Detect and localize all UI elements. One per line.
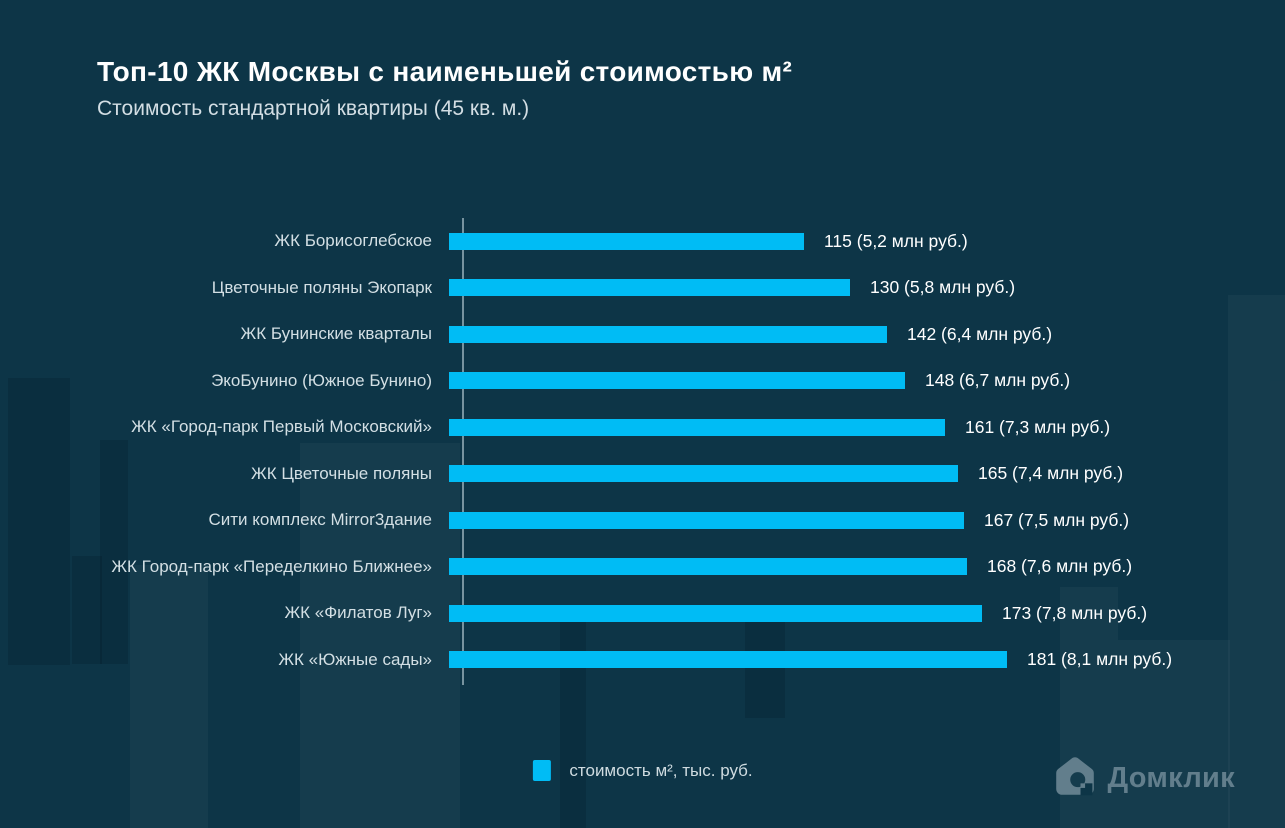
chart-header: Топ-10 ЖК Москвы с наименьшей стоимостью… — [97, 56, 792, 121]
category-label: Сити комплекс Mirror3дание — [208, 510, 432, 530]
bar — [449, 465, 958, 483]
domclick-house-icon — [1053, 754, 1097, 803]
category-label: ЖК Город-парк «Переделкино Ближнее» — [111, 556, 432, 576]
chart-row: Цветочные поляны Экопарк 130 (5,8 млн руб… — [42, 265, 1250, 312]
value-label: 168 (7,6 млн руб.) — [987, 556, 1133, 577]
category-label: ЖК «Южные сады» — [278, 649, 432, 669]
chart-row: ЭкоБунино (Южное Бунино) 148 (6,7 млн руб… — [42, 358, 1250, 405]
bar-area: 148 (6,7 млн руб.) — [449, 370, 1070, 391]
value-label: 173 (7,8 млн руб.) — [1002, 602, 1148, 623]
brand-logo: Домклик — [1053, 754, 1235, 803]
bar — [449, 232, 804, 250]
background-skyline-block — [100, 440, 128, 664]
bar — [449, 418, 945, 436]
category-label: ЖК Борисоглебское — [274, 231, 432, 251]
category-label: ЖК «Город-парк Первый Московский» — [131, 417, 432, 437]
bar-area: 142 (6,4 млн руб.) — [449, 324, 1052, 345]
value-label: 130 (5,8 млн руб.) — [870, 277, 1016, 298]
category-label: ЭкоБунино (Южное Бунино) — [211, 370, 432, 390]
legend-label: стоимость м², тыс. руб. — [569, 760, 753, 780]
value-label: 161 (7,3 млн руб.) — [965, 416, 1111, 437]
value-label: 181 (8,1 млн руб.) — [1027, 649, 1173, 670]
bar — [449, 558, 967, 576]
category-label: ЖК Бунинские кварталы — [240, 324, 433, 344]
legend-swatch-icon — [532, 760, 551, 781]
bar — [449, 372, 905, 390]
chart-row: ЖК Бунинские кварталы 142 (6,4 млн руб.) — [42, 311, 1250, 358]
background-skyline-block — [8, 378, 70, 665]
value-label: 167 (7,5 млн руб.) — [984, 509, 1130, 530]
bar-area: 130 (5,8 млн руб.) — [449, 277, 1015, 298]
chart-row: ЖК Цветочные поляны 165 (7,4 млн руб.) — [42, 451, 1250, 498]
chart-row: ЖК «Южные сады» 181 (8,1 млн руб.) — [42, 637, 1250, 684]
bar — [449, 325, 887, 343]
background-skyline-block — [72, 556, 102, 664]
chart-row: ЖК «Город-парк Первый Московский» 161 (7,… — [42, 404, 1250, 451]
bar — [449, 651, 1007, 669]
chart-legend: стоимость м², тыс. руб. — [532, 760, 753, 781]
bar — [449, 604, 982, 622]
chart-rows: ЖК Борисоглебское 115 (5,2 млн руб.) Цвето… — [111, 218, 1250, 685]
bar-area: 181 (8,1 млн руб.) — [449, 649, 1172, 670]
bar-chart: ЖК Борисоглебское 115 (5,2 млн руб.) Цвето… — [40, 218, 1250, 685]
bar-area: 165 (7,4 млн руб.) — [449, 463, 1123, 484]
chart-row: ЖК Город-парк «Переделкино Ближнее» 168 (… — [42, 544, 1250, 591]
category-label: ЖК «Филатов Луг» — [284, 603, 432, 623]
chart-row: ЖК «Филатов Луг» 173 (7,8 млн руб.) — [42, 590, 1250, 637]
chart-row: Сити комплекс Mirror3дание 167 (7,5 млн р… — [42, 497, 1250, 544]
category-label: Цветочные поляны Экопарк — [211, 277, 432, 297]
bar-area: 168 (7,6 млн руб.) — [449, 556, 1132, 577]
page-title: Топ-10 ЖК Москвы с наименьшей стоимостью… — [97, 56, 793, 87]
value-label: 165 (7,4 млн руб.) — [978, 463, 1124, 484]
bar-area: 115 (5,2 млн руб.) — [449, 231, 968, 252]
value-label: 148 (6,7 млн руб.) — [925, 370, 1071, 391]
category-label: ЖК Цветочные поляны — [251, 463, 432, 483]
bar-area: 173 (7,8 млн руб.) — [449, 603, 1147, 624]
page-subtitle: Стоимость стандартной квартиры (45 кв. м… — [97, 97, 530, 120]
brand-name: Домклик — [1107, 762, 1235, 794]
bar — [449, 511, 964, 529]
value-label: 142 (6,4 млн руб.) — [907, 323, 1053, 344]
bar-area: 161 (7,3 млн руб.) — [449, 417, 1110, 438]
bar — [449, 279, 850, 297]
chart-row: ЖК Борисоглебское 115 (5,2 млн руб.) — [42, 218, 1250, 265]
value-label: 115 (5,2 млн руб.) — [824, 230, 968, 251]
bar-area: 167 (7,5 млн руб.) — [449, 510, 1129, 531]
